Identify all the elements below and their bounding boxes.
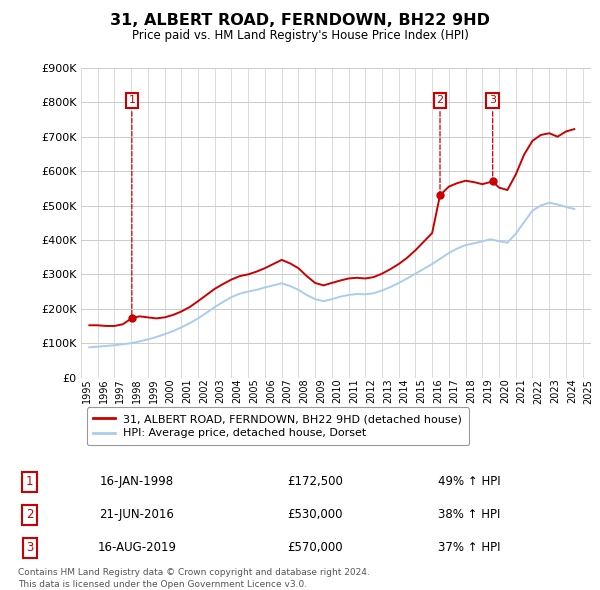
Text: 2005: 2005 — [249, 379, 259, 404]
Text: 2020: 2020 — [500, 379, 510, 404]
Text: 3: 3 — [489, 96, 496, 179]
Text: 1998: 1998 — [132, 379, 142, 403]
Text: 1: 1 — [128, 96, 136, 316]
Text: £172,500: £172,500 — [287, 475, 343, 489]
Text: 2002: 2002 — [199, 379, 209, 404]
Text: 2: 2 — [436, 96, 443, 192]
Text: 16-AUG-2019: 16-AUG-2019 — [97, 541, 176, 555]
Text: 2007: 2007 — [283, 379, 292, 404]
Text: 2000: 2000 — [166, 379, 175, 404]
Text: 2003: 2003 — [215, 379, 226, 404]
Text: 38% ↑ HPI: 38% ↑ HPI — [438, 508, 500, 522]
Text: 2018: 2018 — [466, 379, 476, 404]
Text: 49% ↑ HPI: 49% ↑ HPI — [438, 475, 500, 489]
Text: 2011: 2011 — [349, 379, 359, 404]
Text: 2016: 2016 — [433, 379, 443, 404]
Text: 37% ↑ HPI: 37% ↑ HPI — [438, 541, 500, 555]
Text: 2001: 2001 — [182, 379, 192, 404]
Text: 2025: 2025 — [583, 379, 593, 404]
Text: 2021: 2021 — [517, 379, 527, 404]
Text: This data is licensed under the Open Government Licence v3.0.: This data is licensed under the Open Gov… — [18, 580, 307, 589]
Text: 31, ALBERT ROAD, FERNDOWN, BH22 9HD: 31, ALBERT ROAD, FERNDOWN, BH22 9HD — [110, 13, 490, 28]
Text: 2004: 2004 — [232, 379, 242, 404]
Text: Contains HM Land Registry data © Crown copyright and database right 2024.: Contains HM Land Registry data © Crown c… — [18, 568, 370, 576]
Text: 2009: 2009 — [316, 379, 326, 404]
Text: 2: 2 — [26, 508, 34, 522]
Text: 1996: 1996 — [98, 379, 109, 403]
Text: 2019: 2019 — [483, 379, 493, 404]
Text: 1999: 1999 — [149, 379, 159, 403]
Text: 3: 3 — [26, 541, 34, 555]
Legend: 31, ALBERT ROAD, FERNDOWN, BH22 9HD (detached house), HPI: Average price, detach: 31, ALBERT ROAD, FERNDOWN, BH22 9HD (det… — [86, 407, 469, 445]
Text: 2015: 2015 — [416, 379, 426, 404]
Text: 1997: 1997 — [115, 379, 125, 404]
Text: 2012: 2012 — [366, 379, 376, 404]
Text: 1: 1 — [26, 475, 34, 489]
Text: 21-JUN-2016: 21-JUN-2016 — [99, 508, 174, 522]
Text: 2013: 2013 — [383, 379, 393, 404]
Text: £570,000: £570,000 — [287, 541, 343, 555]
Text: 1995: 1995 — [82, 379, 92, 404]
Text: Price paid vs. HM Land Registry's House Price Index (HPI): Price paid vs. HM Land Registry's House … — [131, 29, 469, 42]
Text: 2008: 2008 — [299, 379, 309, 404]
Text: 2022: 2022 — [533, 379, 544, 404]
Text: 2014: 2014 — [400, 379, 410, 404]
Text: 16-JAN-1998: 16-JAN-1998 — [100, 475, 174, 489]
Text: 2024: 2024 — [567, 379, 577, 404]
Text: 2006: 2006 — [266, 379, 276, 404]
Text: 2017: 2017 — [450, 379, 460, 404]
Text: 2010: 2010 — [332, 379, 343, 404]
Text: 2023: 2023 — [550, 379, 560, 404]
Text: £530,000: £530,000 — [287, 508, 343, 522]
